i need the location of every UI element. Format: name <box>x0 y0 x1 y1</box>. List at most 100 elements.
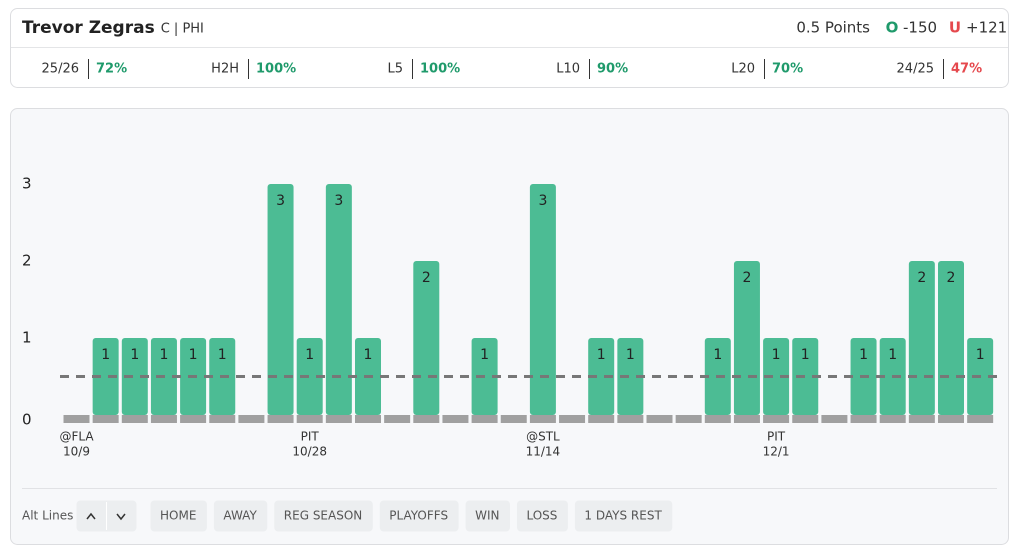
player-position: C | PHI <box>161 22 204 37</box>
x-tick-date: 10/9 <box>63 445 90 459</box>
bar <box>588 338 615 415</box>
bar-base <box>763 415 790 423</box>
alt-lines-label: Alt Lines <box>22 509 73 523</box>
filter-button-label[interactable]: PLAYOFFS <box>389 509 448 523</box>
filter-button[interactable] <box>516 500 568 532</box>
bar-value-label: 1 <box>888 347 897 363</box>
bar-base <box>879 415 906 423</box>
stat-label: 24/25 <box>897 62 934 77</box>
bar-value-label: 3 <box>334 193 343 209</box>
bar-base <box>384 415 411 423</box>
stat-label: L5 <box>387 62 403 77</box>
bar-base <box>792 415 819 423</box>
bar-value-label: 1 <box>364 347 373 363</box>
chart-card <box>10 108 1009 545</box>
bar-value-label: 1 <box>713 347 722 363</box>
bar-base <box>500 415 527 423</box>
bar-value-label: 1 <box>218 347 227 363</box>
stat-value: 100% <box>256 62 296 77</box>
bar-base <box>559 415 586 423</box>
filter-button[interactable] <box>574 500 673 532</box>
bar-base <box>938 415 964 423</box>
bar-base <box>471 415 498 423</box>
filter-button-label[interactable]: AWAY <box>223 509 257 523</box>
stat-value: 90% <box>597 62 628 77</box>
bar-base <box>121 415 148 423</box>
x-tick-date: 10/28 <box>292 445 327 459</box>
bar-value-label: 3 <box>276 193 285 209</box>
stat-value: 100% <box>420 62 460 77</box>
bar <box>529 184 556 415</box>
filter-button-label[interactable]: HOME <box>160 509 196 523</box>
stat-label: H2H <box>211 62 239 77</box>
bar-base <box>704 415 731 423</box>
bar-base <box>850 415 877 423</box>
bar-base <box>967 415 994 423</box>
bar-value-label: 1 <box>189 347 198 363</box>
bar-base <box>529 415 556 423</box>
x-tick-label: PIT <box>301 430 320 444</box>
bar-value-label: 2 <box>422 270 431 286</box>
bar-base <box>413 415 440 423</box>
bar-base <box>821 415 848 423</box>
filter-button[interactable] <box>150 500 207 532</box>
bar-value-label: 1 <box>801 347 810 363</box>
prop-line: 0.5 Points <box>796 19 870 37</box>
over-label[interactable]: O <box>886 19 899 37</box>
filter-button-label[interactable]: REG SEASON <box>284 509 362 523</box>
bar-value-label: 2 <box>742 270 751 286</box>
bar-base <box>588 415 615 423</box>
bar-base <box>646 415 673 423</box>
bar <box>121 338 148 415</box>
bar <box>92 338 119 415</box>
bar-base <box>355 415 381 423</box>
stat-value: 47% <box>951 62 982 77</box>
bar <box>792 338 819 415</box>
bar <box>267 184 294 415</box>
filter-buttons: HOME AWAY REG SEASON PLAYOFFS WIN LOSS 1 DAYS … <box>150 500 673 532</box>
bar-value-label: 3 <box>538 193 547 209</box>
bar <box>617 338 644 415</box>
bar-value-label: 2 <box>947 270 956 286</box>
filter-button[interactable] <box>213 500 268 532</box>
bar-value-label: 1 <box>976 347 985 363</box>
bar-value-label: 1 <box>626 347 635 363</box>
over-odds[interactable]: -150 <box>903 19 937 37</box>
stat-value: 70% <box>772 62 803 77</box>
bar-base <box>442 415 469 423</box>
bar-base <box>238 415 265 423</box>
x-tick-label: @FLA <box>59 430 94 444</box>
bar-value-label: 1 <box>159 347 168 363</box>
under-odds[interactable]: +121 <box>966 19 1007 37</box>
filter-button-label[interactable]: 1 DAYS REST <box>584 509 662 523</box>
player-name: Trevor Zegras <box>22 18 155 38</box>
step-down[interactable] <box>116 513 126 521</box>
bar-base <box>180 415 207 423</box>
bar-base <box>733 415 760 423</box>
under-label[interactable]: U <box>949 19 961 37</box>
bar <box>296 338 323 415</box>
bar <box>325 184 352 415</box>
step-up[interactable] <box>86 512 96 520</box>
filter-button[interactable] <box>274 500 373 532</box>
bar-value-label: 1 <box>772 347 781 363</box>
filter-button[interactable] <box>465 500 510 532</box>
bar-value-label: 1 <box>305 347 314 363</box>
stat-label: L10 <box>556 62 580 77</box>
stat-label: 25/26 <box>42 62 79 77</box>
filter-button-label[interactable]: WIN <box>475 509 499 523</box>
filter-button-label[interactable]: LOSS <box>526 509 557 523</box>
bar-value-label: 1 <box>480 347 489 363</box>
bar-value-label: 1 <box>859 347 868 363</box>
x-tick-label: PIT <box>767 430 786 444</box>
bar-base <box>150 415 177 423</box>
filter-button[interactable] <box>379 500 459 532</box>
bar-base <box>63 415 90 423</box>
bar-value-label: 1 <box>597 347 606 363</box>
x-tick-date: 11/14 <box>526 445 561 459</box>
bar-base <box>92 415 119 423</box>
bar-base <box>267 415 294 423</box>
